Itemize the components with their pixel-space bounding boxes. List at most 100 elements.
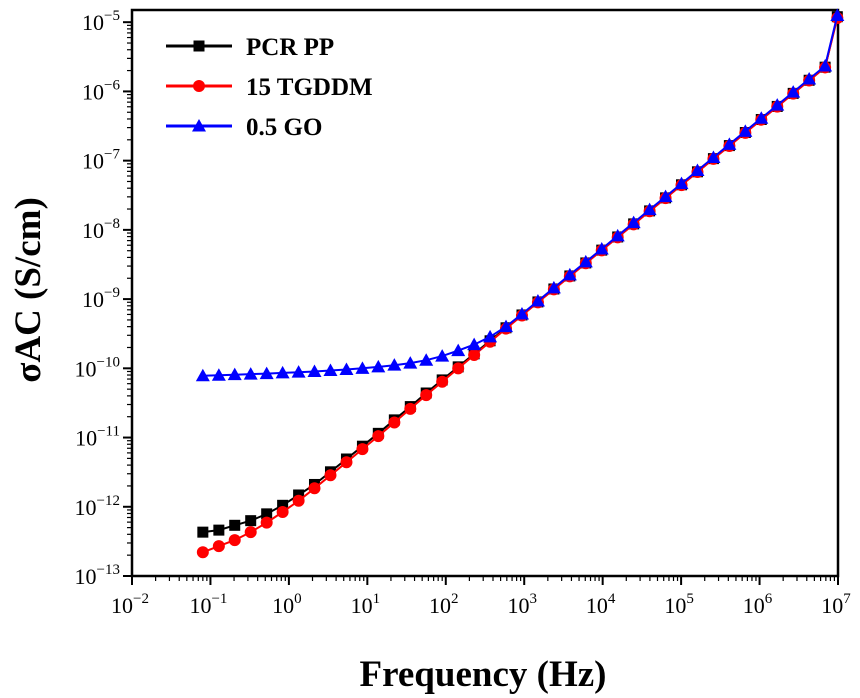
data-point [277, 499, 289, 511]
legend-marker [192, 119, 206, 132]
data-point [387, 358, 402, 371]
data-point [211, 368, 226, 381]
data-point [626, 215, 641, 229]
data-point [229, 519, 241, 531]
y-axis: 10−13 10−12 10−11 10−10 10−9 10−8 10−7 10−6 10−5 [75, 8, 132, 589]
x-tick-label: 102 [429, 591, 459, 618]
data-point [388, 416, 401, 429]
data-point [244, 526, 257, 539]
x-tick-label: 103 [507, 591, 537, 618]
legend-label: 15 TGDDM [246, 74, 373, 101]
y-tick-label: 10−8 [82, 216, 120, 243]
y-axis-title: σAC (S/cm) [8, 197, 49, 383]
data-point [308, 482, 321, 495]
legend-marker [193, 80, 205, 92]
data-point [324, 469, 337, 482]
data-point [514, 306, 529, 320]
data-point [830, 8, 845, 21]
x-axis-title: Frequency (Hz) [360, 654, 607, 695]
x-tick-label: 106 [743, 591, 773, 618]
data-point [292, 494, 305, 507]
data-point [467, 337, 482, 351]
data-point [275, 365, 290, 379]
data-point [404, 402, 417, 415]
data-point [738, 124, 753, 137]
legend-label: 0.5 GO [246, 114, 322, 141]
plot-border [130, 8, 840, 578]
y-tick-label: 10−12 [75, 493, 120, 520]
y-tick-label: 10−11 [75, 424, 120, 451]
x-tick-label: 100 [272, 591, 302, 618]
data-point [690, 163, 705, 177]
data-point [276, 506, 289, 519]
data-point [323, 363, 338, 377]
data-point [356, 443, 369, 456]
data-point [435, 349, 450, 362]
legend-label: PCR PP [246, 34, 334, 61]
data-point [483, 329, 498, 343]
x-tick-label: 104 [586, 591, 616, 618]
data-point [754, 111, 769, 124]
data-point [260, 516, 273, 529]
data-point [610, 228, 625, 242]
data-point [372, 430, 385, 443]
legend-item: PCR PP [166, 34, 334, 61]
data-point [770, 98, 785, 111]
data-point [658, 189, 673, 203]
data-point [196, 546, 209, 559]
data-point [594, 241, 609, 255]
x-axis: 10−2 10−1 100 101 102 103 104 105 106 107 [111, 576, 851, 618]
data-point [403, 356, 418, 369]
x-tick-label: 10−1 [189, 591, 227, 618]
data-point [195, 368, 210, 382]
data-point [259, 366, 274, 380]
data-point [213, 524, 225, 536]
data-point [530, 293, 545, 307]
legend-marker [193, 40, 205, 52]
data-point [468, 348, 481, 361]
data-point [261, 508, 273, 520]
data-point [786, 85, 801, 98]
data-point [451, 343, 466, 357]
y-tick-label: 10−10 [75, 354, 120, 381]
data-point [818, 58, 833, 72]
data-point [212, 540, 225, 553]
data-point [340, 456, 353, 469]
data-point [243, 367, 258, 380]
data-point [452, 362, 465, 375]
data-point [546, 280, 561, 294]
data-point [722, 137, 737, 150]
legend-item: 0.5 GO [166, 114, 322, 141]
x-tick-label: 107 [821, 591, 851, 618]
data-point [291, 365, 306, 378]
data-point [228, 534, 241, 547]
plot-frame [130, 8, 840, 578]
y-tick-label: 10−13 [75, 562, 120, 589]
legend-item: 15 TGDDM [166, 74, 373, 101]
data-point [307, 364, 322, 377]
y-tick-label: 10−5 [82, 8, 120, 35]
plot-area [195, 8, 845, 559]
data-point [499, 319, 514, 333]
data-point [436, 375, 449, 388]
legend: PCR PP 15 TGDDM 0.5 GO [166, 34, 373, 141]
data-point [578, 254, 593, 268]
x-tick-label: 105 [664, 591, 694, 618]
data-point [197, 526, 209, 538]
data-point [339, 362, 354, 376]
y-tick-label: 10−7 [82, 147, 120, 174]
data-point [706, 150, 721, 164]
data-point [245, 515, 257, 527]
data-point [674, 176, 689, 190]
data-point [642, 202, 657, 216]
data-point [419, 353, 434, 366]
x-tick-label: 101 [351, 591, 381, 618]
data-point [562, 267, 577, 281]
data-point [371, 359, 386, 373]
data-point [227, 367, 242, 381]
series-line [202, 15, 839, 377]
data-point [420, 389, 433, 402]
y-tick-label: 10−6 [82, 77, 120, 104]
y-tick-label: 10−9 [82, 285, 120, 312]
